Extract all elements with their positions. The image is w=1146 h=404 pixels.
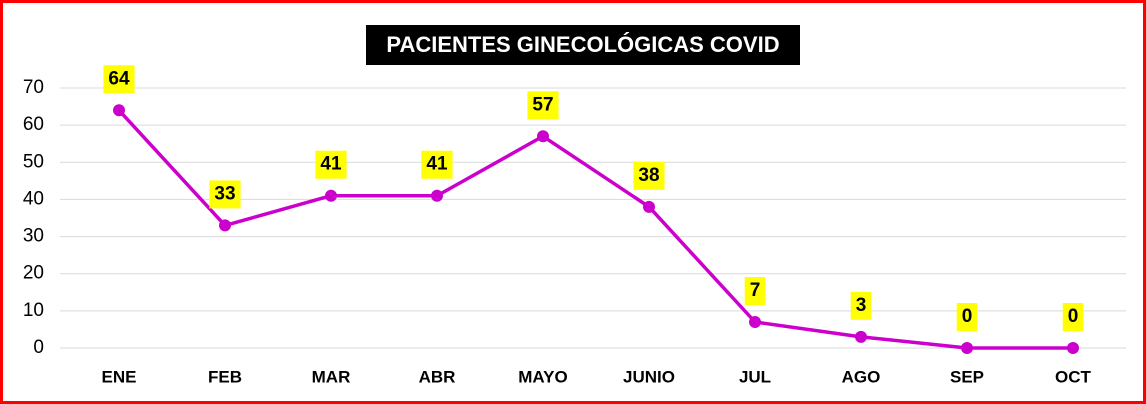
point [961, 342, 973, 354]
data-label-bg [850, 291, 872, 320]
data-label-bg [1062, 303, 1084, 331]
x-tick-label: OCT [1055, 367, 1092, 386]
point [1067, 342, 1079, 354]
data-label: 57 [532, 94, 553, 115]
y-tick-label: 10 [23, 300, 44, 321]
point [325, 189, 337, 202]
x-tick-label: SEP [950, 367, 984, 386]
data-label: 38 [638, 165, 659, 186]
data-label-bg [633, 161, 665, 190]
y-tick-label: 60 [23, 114, 44, 135]
data-label-bg [103, 65, 135, 94]
y-tick-label: 40 [23, 188, 44, 209]
point [113, 104, 125, 117]
data-label-bg [209, 180, 241, 209]
data-label-bg [744, 277, 766, 305]
data-label-bg [315, 150, 347, 179]
x-tick-label: AGO [842, 367, 881, 386]
x-tick-label: JUL [739, 367, 771, 386]
chart-title: PACIENTES GINECOLÓGICAS COVID [386, 32, 779, 57]
y-tick-label: 20 [23, 263, 44, 284]
x-tick-label: ABR [419, 367, 456, 386]
data-label: 0 [962, 306, 973, 327]
x-tick-label: MAYO [518, 367, 567, 386]
data-label: 33 [214, 183, 235, 204]
line [117, 109, 1073, 350]
title-box [366, 25, 800, 65]
x-tick-label: ENE [102, 367, 137, 386]
data-label: 7 [750, 280, 761, 301]
point [431, 189, 443, 202]
data-label: 41 [320, 154, 342, 175]
data-label: 3 [856, 295, 867, 316]
point [219, 219, 231, 232]
data-label-bg [956, 303, 978, 331]
data-label: 64 [108, 68, 130, 89]
x-tick-label: MAR [312, 367, 351, 386]
y-tick-label: 30 [23, 226, 44, 247]
data-label: 41 [426, 154, 448, 175]
point [643, 200, 655, 213]
point [537, 130, 549, 143]
x-tick-label: FEB [208, 367, 242, 386]
y-tick-label: 70 [23, 77, 44, 98]
x-tick-label: JUNIO [623, 367, 675, 386]
y-tick-label: 0 [33, 337, 44, 358]
point [855, 330, 867, 343]
point [749, 316, 761, 328]
data-label-bg [421, 150, 453, 179]
y-tick-label: 50 [23, 151, 44, 172]
data-label-bg [527, 91, 559, 120]
data-label: 0 [1068, 306, 1079, 327]
